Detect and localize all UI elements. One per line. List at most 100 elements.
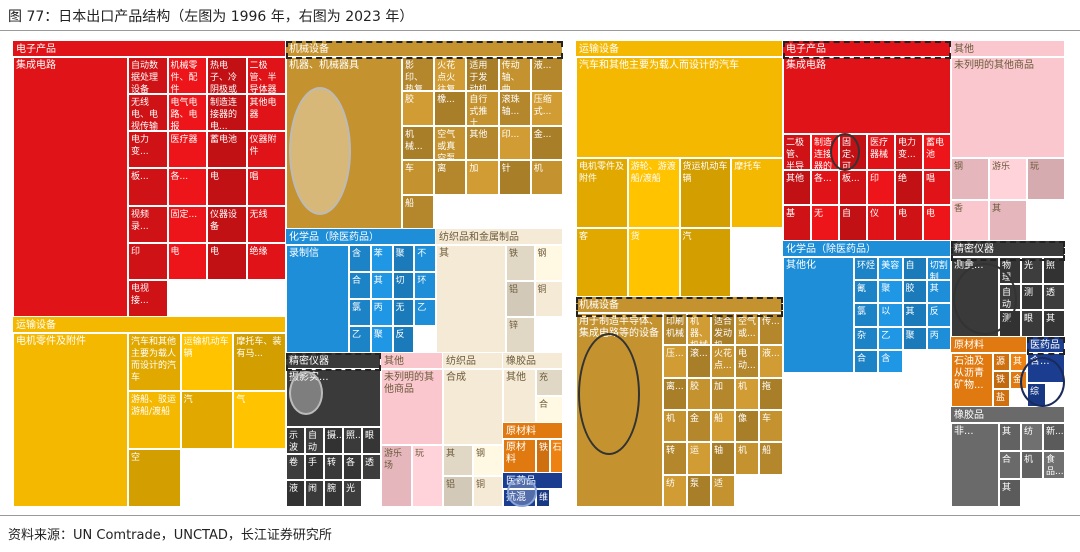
treemap-cell: 其	[1043, 310, 1065, 337]
treemap-cell: 机	[735, 442, 759, 475]
treemap-cell: 运输机动车辆	[180, 333, 234, 391]
treemap-cell: 二极管、半导体...	[783, 134, 811, 170]
treemap-cell: 各...	[811, 169, 839, 206]
treemap-cell: 未列明的其他商品	[381, 369, 443, 445]
treemap-cell: 香	[951, 199, 989, 241]
treemap-cell: 氰	[854, 280, 879, 304]
treemap-cell: 自动	[305, 427, 324, 454]
treemap-cell: 医疗器械	[867, 134, 895, 170]
treemap-cell: 气	[233, 391, 286, 449]
treemap-cell: 石	[549, 439, 563, 473]
treemap-cell: 其	[902, 303, 927, 327]
treemap-cell: 火花点火往复式或旋...	[434, 57, 467, 92]
treemap-cell: 铝	[506, 281, 535, 317]
treemap-cell: 印...	[498, 125, 531, 161]
treemap-cell: 闹	[305, 480, 324, 507]
treemap-cell: 转	[663, 442, 687, 475]
treemap-cell: 其	[989, 199, 1027, 241]
treemap-cell: 无线	[246, 205, 286, 243]
treemap-cell: 集成电路	[783, 57, 951, 134]
treemap-cell: 泵	[687, 474, 711, 507]
treemap-cell: 氯	[349, 299, 371, 326]
treemap-cell: 液...	[759, 345, 783, 378]
treemap-cell: 胶	[402, 91, 435, 126]
treemap-cell: 丙	[926, 326, 951, 350]
treemap-cell: 自	[902, 257, 927, 281]
treemap-cell: 各...	[167, 168, 207, 206]
treemap-cell: 空	[128, 449, 181, 507]
treemap-cell: 印	[867, 169, 895, 206]
treemap-cell: 用于制造半导体、集成电路等的设备	[576, 313, 663, 507]
treemap-cell: 集成电路	[13, 57, 128, 317]
treemap-cell: 机器、机械器具	[286, 57, 402, 229]
treemap-cell: 机	[663, 410, 687, 443]
treemap-cell: 以	[878, 303, 903, 327]
treemap-cell: 抗混	[503, 489, 536, 507]
treemap-cell: 像	[735, 410, 759, 443]
treemap-cell: 无	[392, 299, 415, 326]
group-header: 运输设备	[13, 317, 286, 333]
treemap-cell: 传...	[759, 313, 783, 346]
treemap-cell: 电机零件及附件	[576, 158, 628, 228]
treemap-cell: 绝	[895, 169, 923, 206]
treemap-cell: 金...	[530, 125, 563, 161]
treemap-cell: 切	[392, 272, 415, 299]
treemap-cell: 空气或真空泵	[434, 125, 467, 161]
treemap-cell: 光	[343, 480, 362, 507]
treemap-cell: 唱	[923, 169, 951, 206]
treemap-cell: 视频录...	[128, 205, 168, 243]
treemap-cell: 铜	[534, 281, 563, 317]
treemap-cell: 车	[759, 410, 783, 443]
treemap-cell: 环烃	[854, 257, 879, 281]
treemap-cell: 空气或...	[735, 313, 759, 346]
figure-title: 图 77：日本出口产品结构（左图为 1996 年，右图为 2023 年）	[8, 9, 414, 25]
group-header: 橡胶品	[951, 407, 1065, 423]
treemap-cell: 船	[711, 410, 735, 443]
group-header: 机械设备	[286, 41, 563, 57]
treemap-cell: 加	[711, 377, 735, 410]
bottom-rule	[0, 515, 1080, 516]
treemap-cell: 自	[839, 205, 867, 241]
treemap-cell: 摩托车、装有马...	[233, 333, 286, 391]
treemap-cell: 新...	[1043, 423, 1065, 451]
treemap-cell: 铁	[536, 439, 550, 473]
treemap-cell: 橡...	[434, 91, 467, 126]
group-header: 其他	[381, 353, 443, 369]
treemap-cell: 聚	[878, 280, 903, 304]
treemap-cell: 绝缘	[246, 242, 286, 280]
treemap-cell: 铜	[473, 476, 503, 507]
group-header: 电子产品	[13, 41, 286, 57]
treemap-cell: 其他	[466, 125, 499, 161]
treemap-cell: 充	[536, 369, 563, 396]
treemap-cell: 电力变...	[128, 131, 168, 169]
treemap-cell: 电机零件及附件	[13, 333, 128, 507]
treemap-cell: 测	[999, 310, 1021, 337]
treemap-cell: 含...	[1027, 353, 1065, 383]
treemap-cell: 板...	[128, 168, 168, 206]
treemap-cell: 测量...	[951, 257, 999, 337]
treemap-cell: 其	[926, 280, 951, 304]
treemap-cell: 合	[349, 272, 371, 299]
treemap-cell: 原材料	[503, 439, 536, 473]
treemap-cell: 压...	[663, 345, 687, 378]
treemap-cell: 汽车和其他主要为载人而设计的汽车	[128, 333, 181, 391]
treemap-cell: 苯	[370, 245, 393, 272]
group-header: 精密仪器	[286, 353, 381, 369]
treemap-cell: 电	[207, 242, 247, 280]
treemap-cell: 卷	[286, 453, 305, 481]
treemap-cell: 仪器设备	[207, 205, 247, 243]
treemap-cell: 蓄电池	[207, 131, 247, 169]
treemap-cell: 影印、热复印设备	[402, 57, 435, 92]
treemap-cell: 适用于发动机的...	[466, 57, 499, 92]
treemap-cell: 含	[349, 245, 371, 272]
treemap-cell: 自行式推土	[466, 91, 499, 126]
treemap-cell: 光	[1021, 257, 1043, 284]
treemap-cell: 热电子、冷阴极或光阴极	[207, 57, 247, 95]
treemap-cell: 摩托车	[731, 158, 783, 228]
treemap-cell: 合	[536, 396, 563, 423]
treemap-cell: 机	[735, 377, 759, 410]
treemap-cell: 机	[530, 160, 563, 195]
treemap-cell: 摄影实...	[286, 369, 381, 427]
treemap-cell: 反	[926, 303, 951, 327]
group-header: 纺织品和金属制品	[436, 229, 563, 245]
